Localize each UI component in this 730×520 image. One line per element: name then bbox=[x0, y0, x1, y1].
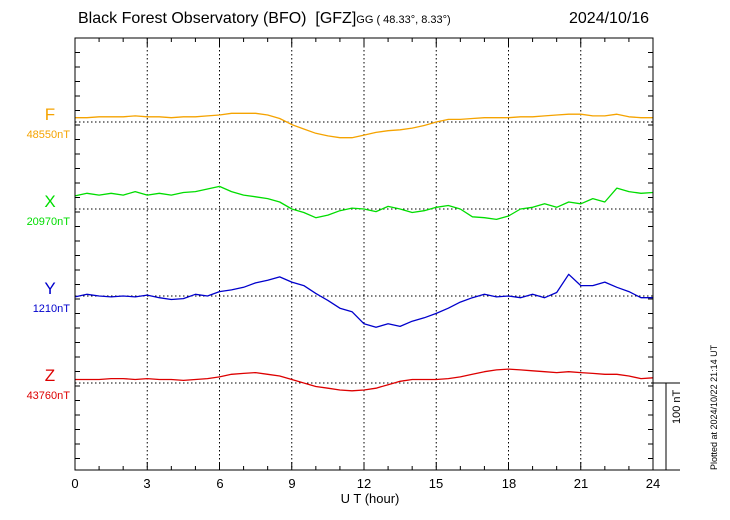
header-station: Black Forest Observatory (BFO) [GFZ]GG (… bbox=[78, 10, 451, 28]
channel-f-label: F bbox=[44, 105, 56, 124]
x-tick-label: 0 bbox=[71, 476, 79, 491]
x-tick-label: 3 bbox=[143, 476, 151, 491]
channel-x-baseline: 20970nT bbox=[26, 216, 70, 228]
grid-lines bbox=[146, 38, 582, 470]
institute-label: [GFZ] bbox=[315, 10, 357, 27]
axis-ticks bbox=[74, 37, 654, 470]
channel-x-label: X bbox=[44, 192, 56, 211]
header-date: 2024/10/16 bbox=[569, 10, 650, 27]
channel-z-baseline: 43760nT bbox=[26, 390, 70, 402]
data-traces bbox=[74, 112, 654, 392]
channel-f-baseline: 48550nT bbox=[26, 129, 70, 141]
baselines bbox=[75, 121, 653, 384]
scale-bar-label: 100 nT bbox=[671, 389, 683, 424]
series-y-line bbox=[74, 273, 653, 328]
x-tick-label: 6 bbox=[216, 476, 224, 491]
channel-y-baseline: 1210nT bbox=[32, 303, 70, 315]
scale-bar bbox=[653, 382, 680, 471]
x-tick-label: 24 bbox=[645, 476, 661, 491]
x-tick-label: 15 bbox=[428, 476, 444, 491]
x-axis-label: U T (hour) bbox=[340, 491, 400, 506]
x-tick-label: 21 bbox=[573, 476, 589, 491]
x-tick-label: 18 bbox=[501, 476, 517, 491]
x-tick-label: 12 bbox=[356, 476, 372, 491]
station-coords: GG ( 48.33°, 8.33°) bbox=[356, 14, 451, 26]
plotted-timestamp: Plotted at 2024/10/22 21:14 UT bbox=[709, 344, 719, 470]
series-f-line bbox=[75, 112, 653, 139]
series-x-line bbox=[74, 185, 654, 221]
channel-y-label: Y bbox=[44, 279, 56, 298]
x-tick-label: 9 bbox=[288, 476, 296, 491]
series-z-line bbox=[75, 368, 654, 392]
channel-z-label: Z bbox=[44, 366, 56, 385]
station-name: Black Forest Observatory (BFO) bbox=[78, 10, 307, 27]
